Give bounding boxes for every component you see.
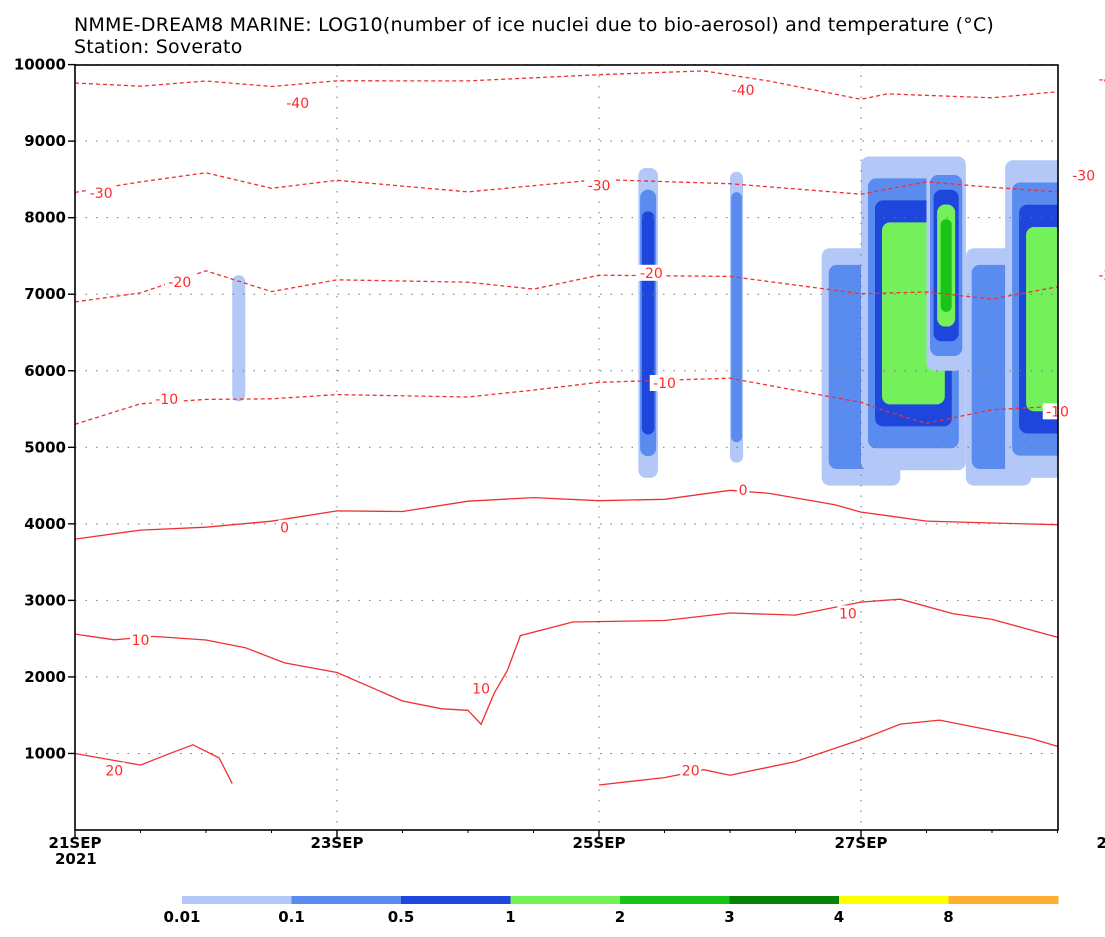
y-tick-label: 9000 [24, 132, 66, 150]
contour-label: -10 [653, 376, 676, 392]
temperature-contour-line [75, 598, 1058, 726]
colorbar-label: 1 [505, 908, 515, 926]
colorbar-swatch [729, 896, 840, 904]
temperature-contour-labels: -40-40-40-40-40-30-30-30-30-30-20-20-20-… [86, 71, 1105, 779]
temperature-contour-line [75, 172, 1058, 195]
contour-label: -30 [588, 179, 611, 195]
contour-label-bg [649, 375, 680, 392]
temperature-contour-line [75, 377, 1058, 425]
x-tick-label: 23SEP [311, 834, 364, 852]
contour-label-bg [470, 680, 492, 697]
y-tick-label: 8000 [24, 209, 66, 227]
x-tick-label: 29SEP [1097, 834, 1105, 852]
ice-nuclei-cell [1026, 226, 1058, 412]
y-tick-label: 5000 [24, 438, 66, 456]
y-axis: 1000 2000 3000 4000 5000 6000 7000 8000 9000 1000… [14, 56, 75, 762]
y-tick-label: 6000 [24, 362, 66, 380]
contour-label-bg [728, 81, 758, 98]
ice-nuclei-cell [1078, 220, 1090, 375]
contour-label: -40 [732, 83, 755, 99]
y-tick-label: 10000 [14, 56, 66, 74]
x-tick-label: 21SEP [49, 834, 102, 852]
contour-label: 10 [132, 633, 150, 649]
colorbar-swatch [948, 896, 1059, 904]
contour-label: -20 [168, 275, 191, 291]
colorbar-label: 4 [834, 908, 844, 926]
colorbar-label: 0.1 [278, 908, 305, 926]
temperature-contour-line [75, 744, 233, 784]
temperature-contour-line [598, 719, 1058, 786]
contour-label: -30 [1072, 169, 1095, 185]
contour-label-bg [103, 762, 125, 779]
contour-label-bg [86, 185, 116, 202]
ice-nuclei-cell [232, 275, 246, 402]
ice-nuclei-cell [641, 211, 655, 435]
contour-label-bg [165, 273, 195, 290]
ice-nuclei-cell [1071, 164, 1097, 432]
y-tick-label: 2000 [24, 668, 66, 686]
contour-label: -20 [1098, 268, 1105, 284]
ice-nuclei-cell [1073, 183, 1094, 413]
colorbar-swatch [620, 896, 730, 904]
contour-label-bg [1068, 167, 1099, 184]
contour-label: 20 [682, 763, 700, 779]
contour-label-bg [584, 177, 614, 194]
contour-label: -40 [286, 96, 309, 112]
contour-label-bg [278, 519, 291, 536]
colorbar-label: 8 [943, 908, 953, 926]
colorbar-label: 0.5 [388, 908, 415, 926]
ice-nuclei-cell [1075, 202, 1092, 395]
colorbar-swatch [401, 896, 511, 904]
temperature-contours [75, 70, 1058, 786]
contour-label-bg [680, 762, 702, 779]
ice-nuclei-cell [940, 219, 952, 312]
contour-label-bg [1095, 71, 1105, 88]
contour-label-bg [736, 482, 750, 499]
x-axis-year-label: 2021 [55, 850, 97, 868]
temperature-contour-line [75, 489, 1058, 540]
ice-nuclei-cell [731, 192, 742, 443]
ice-nuclei-shading [232, 156, 1097, 486]
contour-label-bg [837, 605, 859, 622]
contour-label-bg [151, 391, 182, 408]
y-tick-label: 7000 [24, 285, 66, 303]
colorbar-label: 2 [615, 908, 625, 926]
contour-label: -10 [155, 392, 178, 408]
colorbar-swatch [510, 896, 621, 904]
colorbar-swatch [839, 896, 949, 904]
x-tick-label: 25SEP [573, 834, 626, 852]
chart-subtitle: Station: Soverato [74, 36, 243, 58]
chart-title: NMME-DREAM8 MARINE: LOG10(number of ice … [74, 14, 995, 36]
colorbar-legend: 0.01 0.1 0.5 1 2 3 4 8 [163, 896, 1059, 926]
y-tick-label: 3000 [24, 591, 66, 609]
y-tick-label: 4000 [24, 515, 66, 533]
colorbar-swatch [291, 896, 402, 904]
contour-label: -30 [90, 186, 113, 202]
contour-label: -40 [1098, 72, 1105, 88]
contour-label-bg [636, 264, 667, 281]
contour-label: -20 [640, 266, 663, 282]
contour-label-bg [130, 632, 151, 649]
contour-label: 10 [472, 681, 490, 697]
x-axis: 21SEP23SEP25SEP27SEP29SEP1OCT3OCT5OCT [49, 830, 1105, 852]
contour-label: 0 [739, 483, 748, 499]
x-tick-label: 27SEP [835, 834, 888, 852]
colorbar-swatch [182, 896, 292, 904]
colorbar-label: 3 [724, 908, 734, 926]
contour-label-bg [282, 94, 313, 111]
y-tick-label: 1000 [24, 744, 66, 762]
contour-label: 10 [839, 606, 857, 622]
contour-label: 0 [280, 521, 289, 537]
contour-label-bg [1095, 267, 1105, 284]
contour-label: 20 [105, 763, 123, 779]
colorbar-label: 0.01 [163, 908, 200, 926]
